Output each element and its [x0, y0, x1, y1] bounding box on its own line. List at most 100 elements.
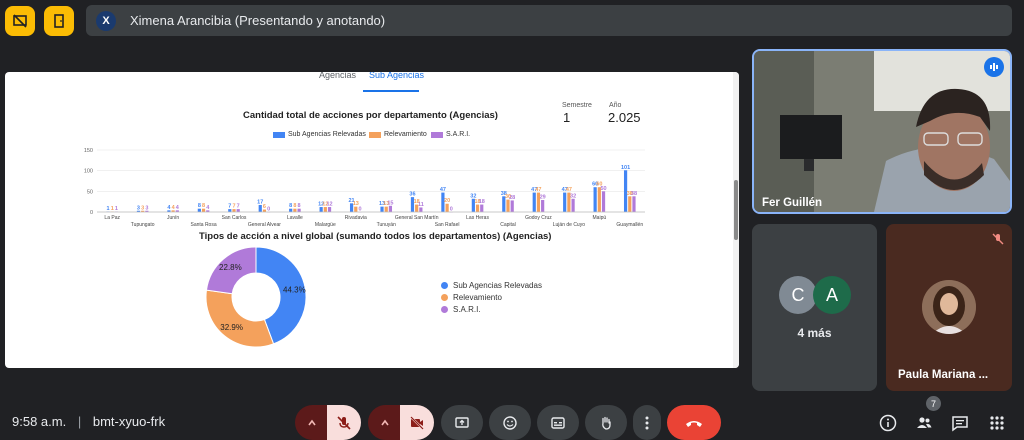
bar-value-label: 32: [470, 193, 476, 199]
bar-value-label: 8: [293, 203, 296, 209]
bar: [541, 200, 545, 212]
y-tick-label: 50: [87, 189, 93, 195]
bar-legend-item-1: Sub Agencias Relevadas: [273, 131, 366, 138]
bar: [480, 204, 484, 212]
pie-chart-title: Tipos de acción a nivel global (sumando …: [199, 231, 552, 242]
participant-tile-more[interactable]: C A 4 más: [752, 224, 877, 391]
more-options-button[interactable]: [633, 405, 661, 440]
participant-video-picture: [754, 51, 1010, 212]
microphone-toggle-button[interactable]: [327, 405, 361, 440]
bar-value-label: 4: [206, 205, 210, 211]
bar: [236, 209, 240, 212]
participant-tile-fer[interactable]: Fer Guillén: [752, 49, 1012, 214]
participant-name: Paula Mariana ...: [898, 369, 989, 381]
audio-level-icon: [990, 63, 998, 71]
bar: [258, 204, 262, 212]
bar-value-label: 1: [115, 206, 118, 212]
x-tick-label: Maipú: [593, 215, 607, 221]
presentation-off-icon: [13, 14, 27, 28]
door-icon: [54, 14, 64, 28]
camera-toggle-button[interactable]: [400, 405, 434, 440]
bar-value-label: 0: [450, 207, 453, 213]
raise-hand-button[interactable]: [585, 405, 627, 440]
reactions-button[interactable]: [489, 405, 531, 440]
leave-call-button[interactable]: [667, 405, 721, 440]
x-tick-label: Santa Rosa: [190, 222, 216, 228]
emoji-icon: [503, 415, 517, 430]
bar: [167, 210, 171, 212]
people-button[interactable]: [911, 410, 937, 436]
legend-swatch: [369, 131, 381, 138]
bar: [297, 208, 301, 212]
participant-tile-paula[interactable]: Paula Mariana ...: [886, 224, 1012, 391]
bar: [354, 206, 358, 212]
chevron-up-icon: [381, 419, 389, 425]
avatar: A: [813, 276, 851, 314]
bar-value-label: 4: [167, 205, 171, 211]
bar-value-label: 60: [592, 182, 598, 188]
legend-swatch: [431, 131, 443, 138]
bar: [506, 199, 510, 212]
anio-label: Año: [609, 102, 622, 109]
x-tick-label: San Rafael: [435, 222, 460, 228]
bar-value-label: 4: [176, 205, 180, 211]
x-tick-label: La Paz: [104, 215, 120, 221]
bar-value-label: 13: [383, 201, 389, 207]
bar: [327, 207, 332, 212]
bar-value-label: 8: [198, 203, 201, 209]
bar: [475, 204, 480, 212]
bar: [532, 192, 536, 212]
chat-button[interactable]: [947, 410, 973, 436]
x-tick-label: General San Martín: [395, 215, 439, 221]
participant-name: Fer Guillén: [762, 197, 823, 209]
present-screen-icon: [455, 416, 469, 428]
legend-label: S.A.R.I.: [453, 305, 481, 314]
info-icon: [879, 414, 897, 432]
legend-label: Sub Agencias Relevadas: [288, 131, 366, 138]
bar: [593, 187, 597, 212]
speaking-indicator: [984, 57, 1004, 77]
bar: [388, 205, 393, 212]
camera-off-icon: [410, 415, 424, 430]
x-tick-label: Godoy Cruz: [525, 215, 552, 221]
presenter-label: Ximena Arancibia (Presentando y anotando…: [130, 13, 386, 28]
bar-value-label: 38: [627, 191, 633, 197]
bar: [232, 209, 236, 212]
scrollbar-thumb[interactable]: [734, 180, 738, 240]
y-tick-label: 0: [90, 210, 93, 216]
bar-value-label: 0: [358, 207, 361, 213]
present-screen-button[interactable]: [441, 405, 483, 440]
tab-agencias[interactable]: Agencias: [319, 72, 357, 80]
bar-value-label: 28: [509, 195, 515, 201]
hang-up-icon: [686, 420, 702, 427]
exit-door-button[interactable]: [44, 6, 74, 36]
bar-value-label: 7: [237, 204, 240, 210]
mic-off-icon: [337, 415, 351, 430]
more-vert-icon: [645, 416, 649, 429]
donut-slice: [205, 289, 275, 348]
bar: [567, 192, 571, 212]
bar-chart-title: Cantidad total de acciones por departame…: [243, 110, 498, 121]
bar-legend-item-2: Relevamiento: [369, 131, 427, 138]
bar: [510, 200, 514, 212]
meeting-details-button[interactable]: [875, 410, 901, 436]
bar-value-label: 47: [531, 187, 537, 193]
activities-button[interactable]: [984, 410, 1010, 436]
donut-slice-label: 22.8%: [219, 263, 242, 272]
scrollbar[interactable]: [733, 72, 739, 368]
audio-options-button[interactable]: [295, 405, 329, 440]
more-participants-label: 4 más: [797, 326, 832, 340]
participants-count-badge: 7: [926, 396, 941, 411]
clock: 9:58 a.m.: [12, 414, 67, 429]
people-icon: [917, 417, 932, 428]
pie-legend-item-3: S.A.R.I.: [441, 305, 481, 314]
captions-button[interactable]: [537, 405, 579, 440]
separator: |: [77, 414, 82, 429]
tab-sub-agencias[interactable]: Sub Agencias: [369, 72, 425, 80]
semestre-label: Semestre: [562, 102, 592, 109]
x-tick-label: San Carlos: [222, 215, 247, 221]
no-presentation-button[interactable]: [5, 6, 35, 36]
video-options-button[interactable]: [368, 405, 402, 440]
apps-grid-icon: [990, 416, 1004, 430]
